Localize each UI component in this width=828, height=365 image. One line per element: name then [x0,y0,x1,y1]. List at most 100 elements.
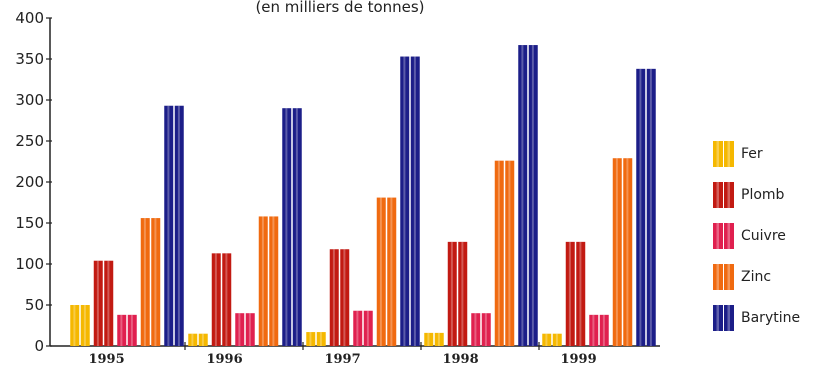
bar-highlight [521,45,524,347]
y-tick-label: 100 [15,255,44,273]
bar-cuivre-1998 [471,313,491,346]
bar-segment [612,158,622,346]
bar-segment [127,314,137,346]
bar-segment [410,56,420,346]
bar-segment [458,241,468,346]
bar-highlight [272,216,275,346]
bar-segment [646,68,656,346]
bar-highlight [295,108,298,346]
bar-segment [188,333,198,346]
bar-zinc-1998 [494,160,515,346]
y-axis: 0 50 100 150 200 250 300 350 400 [15,9,52,355]
legend-swatch-highlight [716,223,719,249]
legend-swatch [724,223,734,249]
bar-highlight [177,105,180,347]
bar-highlight [639,68,642,346]
legend-swatch [724,305,734,331]
legend-item-plomb: Plomb [713,182,785,208]
bar-segment [164,105,174,347]
x-tick-label: 1996 [206,352,242,365]
bar-segment [245,313,255,346]
bar-highlight [450,241,453,346]
legend-swatch [713,182,723,208]
bar-segment [211,253,221,346]
bar-highlight [379,197,382,346]
bar-segment [400,56,410,346]
bar-segment [636,68,646,346]
bar-segment [306,332,316,346]
bar-zinc-1996 [258,216,279,346]
x-tick-label: 1997 [324,352,360,365]
legend-item-fer: Fer [713,141,763,167]
bar-cuivre-1999 [589,314,609,346]
legend-swatch [724,182,734,208]
legend-swatch-highlight [727,141,730,167]
bar-segment [104,260,114,346]
bar-highlight [531,45,534,347]
legend-swatch [713,223,723,249]
bar-plomb-1996 [211,253,232,346]
bar-barytine-1997 [400,56,420,346]
bar-zinc-1999 [612,158,633,346]
bar-plomb-1999 [565,241,586,346]
bar-segment [481,313,491,346]
y-tick-label: 400 [15,9,44,27]
bar-highlight [73,305,76,346]
bar-highlight [107,260,110,346]
y-tick-label: 150 [15,214,44,232]
bar-segment [222,253,232,346]
bar-segment [528,45,538,347]
bar-highlight [461,241,464,346]
bar-highlight [225,253,228,346]
legend-swatch-highlight [716,264,719,290]
bar-segment [80,305,90,346]
bar-segment [292,108,302,346]
x-tick-label: 1995 [88,352,124,365]
bar-highlight [508,160,511,346]
bar-highlight [626,158,629,346]
y-tick-label: 250 [15,132,44,150]
bar-segment [505,160,515,346]
bar-highlight [602,314,605,346]
y-tick-label: 50 [25,296,44,314]
bar-segment [599,314,609,346]
bar-barytine-1998 [518,45,538,347]
bar-segment [565,241,575,346]
bar-segment [70,305,80,346]
legend-label: Cuivre [741,228,786,244]
legend-item-barytine: Barytine [713,305,800,331]
bar-highlight [214,253,217,346]
bar-segment [174,105,184,347]
legend-swatch [713,305,723,331]
bar-highlight [497,160,500,346]
bar-segment [329,249,339,346]
legend-label: Plomb [741,187,785,203]
legend-swatch-highlight [716,141,719,167]
bar-segment [353,310,363,346]
bar-zinc-1995 [140,218,161,346]
legend-swatch [724,264,734,290]
bar-segment [198,333,208,346]
bar-segment [269,216,279,346]
bar-highlight [309,332,312,346]
legend-swatch-highlight [727,223,730,249]
bar-highlight [649,68,652,346]
bar-cuivre-1995 [117,314,137,346]
bar-highlight [592,314,595,346]
bar-highlight [545,333,548,346]
bar-highlight [390,197,393,346]
bar-highlight [555,333,558,346]
y-tick-label: 0 [34,337,44,355]
legend-swatch [713,141,723,167]
bar-plomb-1998 [447,241,468,346]
bar-plomb-1995 [93,260,114,346]
bar-plomb-1997 [329,249,350,346]
bar-highlight [167,105,170,347]
bar-segment [552,333,562,346]
bar-highlight [484,313,487,346]
legend-swatch-highlight [727,305,730,331]
bar-segment [282,108,292,346]
bar-highlight [154,218,157,346]
bar-segment [576,241,586,346]
y-tick-label: 350 [15,50,44,68]
